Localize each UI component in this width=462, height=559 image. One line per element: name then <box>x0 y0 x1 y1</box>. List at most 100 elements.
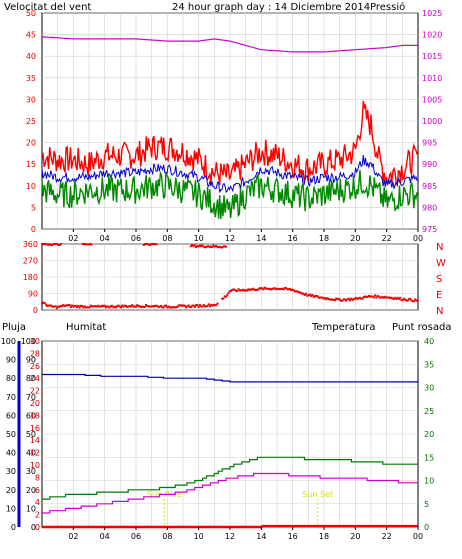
temperature-right-tick-label: 40 <box>424 337 434 346</box>
direction-point <box>102 305 105 308</box>
direction-point <box>214 244 217 247</box>
direction-point <box>88 306 91 309</box>
direction-point <box>270 288 273 291</box>
direction-point <box>52 243 55 246</box>
direction-point <box>97 304 100 307</box>
direction-point <box>166 306 169 309</box>
direction-point <box>58 306 61 309</box>
direction-point <box>79 304 82 307</box>
direction-point <box>285 287 288 290</box>
direction-point <box>42 301 45 304</box>
direction-point <box>375 296 378 299</box>
direction-point <box>371 295 374 298</box>
wind-tick-label: 5 <box>31 203 36 212</box>
direction-point <box>196 245 199 248</box>
rain-tick-label: 30 <box>6 467 16 476</box>
direction-point <box>86 243 89 246</box>
humidity-hour-tick-label: 00 <box>413 532 423 541</box>
dewpoint-label: Punt rosada <box>392 322 451 333</box>
direction-point <box>335 297 338 300</box>
direction-point <box>192 304 195 307</box>
direction-point <box>196 304 199 307</box>
direction-point <box>198 244 201 247</box>
average-wind-line <box>41 155 418 194</box>
direction-tick-label: 180 <box>23 273 38 282</box>
direction-point <box>172 306 175 309</box>
direction-point <box>349 299 352 302</box>
direction-point <box>192 245 195 248</box>
direction-point <box>59 304 62 307</box>
humidity-hour-axis: 02 04 06 08 10 12 14 16 18 20 22 00 <box>68 527 423 541</box>
direction-point <box>171 306 174 309</box>
direction-point <box>215 304 218 307</box>
wind-hour-tick-label: 00 <box>413 234 423 243</box>
direction-point <box>175 306 178 309</box>
direction-point <box>222 245 225 248</box>
wind-tick-label: 10 <box>26 182 36 191</box>
direction-point <box>350 297 353 300</box>
direction-point <box>46 243 49 246</box>
direction-point <box>77 304 80 307</box>
direction-point <box>57 305 60 308</box>
direction-point <box>86 306 89 309</box>
direction-point <box>208 245 211 248</box>
direction-point <box>205 305 208 308</box>
direction-point <box>93 305 96 308</box>
direction-point <box>399 296 402 299</box>
direction-point <box>384 295 387 298</box>
direction-point <box>59 243 62 245</box>
direction-point <box>406 299 409 302</box>
direction-point <box>58 244 61 247</box>
dewpoint-line <box>42 472 418 514</box>
direction-point <box>161 306 164 309</box>
direction-point <box>177 304 180 307</box>
direction-point <box>405 299 408 302</box>
direction-point <box>117 304 120 307</box>
rain-label: Pluja <box>2 322 26 333</box>
direction-point <box>391 297 394 300</box>
direction-tick-label: 360 <box>23 240 38 249</box>
direction-point <box>145 303 148 306</box>
direction-point <box>325 298 328 301</box>
wind-tick-label: 15 <box>26 160 36 169</box>
direction-point <box>212 303 215 306</box>
temperature-label: Temperatura <box>311 322 376 333</box>
direction-point <box>51 305 54 308</box>
direction-point <box>357 297 360 300</box>
direction-point <box>72 305 75 308</box>
direction-point <box>212 244 215 247</box>
wind-hour-tick-label: 06 <box>131 234 141 243</box>
wind-hour-tick-label: 08 <box>162 234 172 243</box>
direction-point <box>361 297 364 300</box>
direction-point <box>268 287 271 290</box>
direction-point <box>63 305 66 308</box>
temperature-right-tick-label: 0 <box>424 523 429 532</box>
humidity-tick-label: 90 <box>26 356 36 365</box>
direction-point <box>84 306 87 309</box>
gust-line <box>41 100 418 188</box>
temperature-left-tick-label: 12 <box>30 449 40 458</box>
direction-point <box>183 304 186 307</box>
direction-point <box>195 303 198 306</box>
temperature-left-tick-label: 18 <box>30 411 40 420</box>
direction-point <box>387 296 390 299</box>
humidity-panel-grid <box>42 340 418 528</box>
temperature-left-tick-label: 10 <box>30 461 40 470</box>
direction-point <box>83 305 86 308</box>
wind-hour-tick-label: 16 <box>288 234 298 243</box>
direction-point <box>106 305 109 308</box>
humidity-hour-tick-label: 16 <box>288 532 298 541</box>
direction-point <box>137 305 140 308</box>
wind-panel-series <box>41 36 418 220</box>
temperature-right-axis: 0 5 10 15 20 25 30 35 40 <box>424 337 434 532</box>
direction-point <box>112 306 115 309</box>
direction-point <box>151 305 154 308</box>
direction-point <box>224 245 227 248</box>
direction-point <box>47 304 50 307</box>
direction-point <box>85 243 88 246</box>
direction-point <box>227 292 230 295</box>
direction-point <box>208 305 211 308</box>
direction-point <box>142 243 145 246</box>
wind-tick-label: 45 <box>26 31 36 40</box>
wind-hour-tick-label: 18 <box>319 234 329 243</box>
